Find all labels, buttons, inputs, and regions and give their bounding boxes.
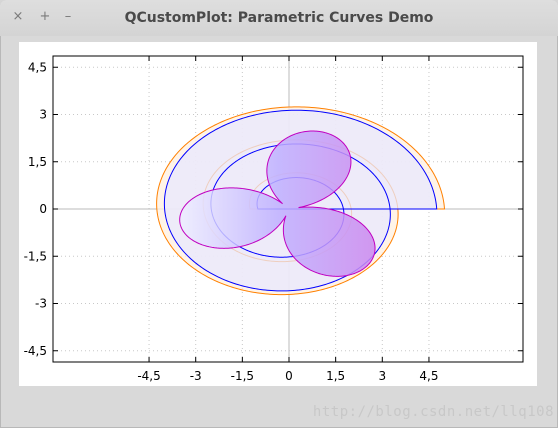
x-tick-label: 4,5 <box>419 369 438 383</box>
parametric-chart[interactable]: -4,5 -3 -1,5 0 1,5 3 4,5 4,5 3 1,5 0 -1,5 -3 -4,5 <box>19 42 537 386</box>
close-icon[interactable]: × <box>12 9 24 24</box>
title-bar[interactable]: × + – QCustomPlot: Parametric Curves Dem… <box>0 0 558 36</box>
x-tick-label: -4,5 <box>137 369 160 383</box>
y-tick-label: -1,5 <box>24 249 47 263</box>
y-tick-label: 3 <box>39 108 47 122</box>
x-tick-label: -1,5 <box>231 369 254 383</box>
maximize-icon[interactable]: + <box>39 9 51 24</box>
watermark-text: http://blog.csdn.net/llq108 <box>312 404 554 420</box>
x-tick-label: 0 <box>285 369 293 383</box>
curves-layer <box>156 106 446 296</box>
y-tick-label: -3 <box>35 297 47 311</box>
y-tick-label: 1,5 <box>28 155 47 169</box>
x-tick-label: -3 <box>190 369 202 383</box>
y-tick-label: -4,5 <box>24 344 47 358</box>
y-tick-label: 4,5 <box>28 60 47 74</box>
y-tick-label: 0 <box>39 202 47 216</box>
x-tick-label: 3 <box>378 369 386 383</box>
window-title: QCustomPlot: Parametric Curves Demo <box>124 10 434 26</box>
tick-labels: -4,5 -3 -1,5 0 1,5 3 4,5 4,5 3 1,5 0 -1,5 -3 -4,5 <box>24 60 439 383</box>
minimize-icon[interactable]: – <box>64 9 72 24</box>
plot-area[interactable]: -4,5 -3 -1,5 0 1,5 3 4,5 4,5 3 1,5 0 -1,5 -3 -4,5 <box>19 42 537 386</box>
x-tick-label: 1,5 <box>326 369 345 383</box>
axes <box>52 55 524 363</box>
series-2-trefoil <box>179 130 376 277</box>
